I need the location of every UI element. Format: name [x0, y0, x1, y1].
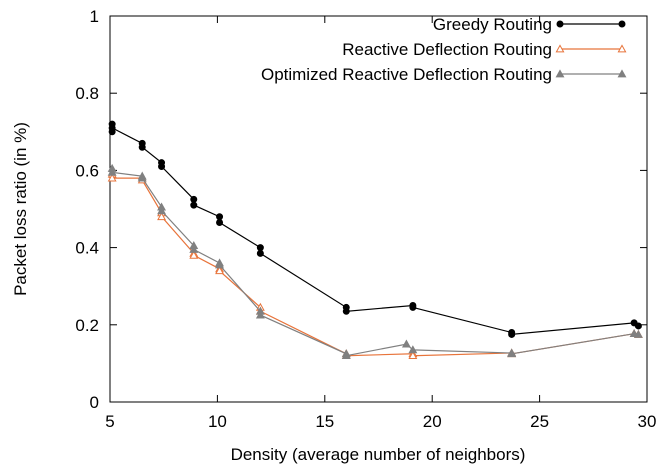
legend-swatch-marker	[556, 20, 564, 28]
x-tick-label: 20	[423, 412, 442, 431]
series-1	[107, 169, 643, 360]
data-point	[408, 351, 418, 360]
data-point	[189, 244, 199, 253]
data-point	[107, 173, 117, 182]
y-tick-label: 0.8	[75, 84, 99, 103]
series-layer	[107, 120, 643, 360]
data-point	[507, 349, 517, 358]
y-tick-label: 0	[90, 393, 99, 412]
axis-ticks: 5 10 15 20 25 30 0 0.2 0.4 0.6 0.8 1	[75, 7, 656, 431]
plot-frame	[109, 15, 648, 403]
legend-swatch-marker	[618, 20, 626, 28]
data-point	[255, 310, 265, 319]
legend-label: Greedy Routing	[433, 15, 552, 34]
data-point	[189, 250, 199, 259]
data-point	[137, 173, 147, 182]
data-point	[341, 351, 351, 360]
data-point	[157, 212, 167, 221]
x-tick-label: 30	[638, 412, 657, 431]
x-tick-label: 25	[530, 412, 549, 431]
x-tick-label: 5	[105, 412, 114, 431]
data-point	[342, 307, 350, 315]
data-point	[401, 339, 411, 348]
data-point	[634, 322, 642, 330]
data-point	[215, 266, 224, 275]
legend-swatch-marker	[617, 44, 627, 53]
legend: Greedy Routing Reactive Deflection Routin…	[261, 15, 627, 84]
data-point	[256, 244, 264, 252]
x-tick-label: 15	[315, 412, 334, 431]
data-point	[138, 143, 146, 151]
series-0	[108, 120, 642, 338]
data-point	[408, 345, 418, 354]
data-point	[108, 124, 116, 132]
data-point	[190, 201, 198, 209]
data-point	[216, 213, 224, 221]
x-tick-label: 10	[208, 412, 227, 431]
legend-swatch-marker	[555, 69, 565, 78]
y-tick-label: 0.4	[75, 239, 99, 258]
data-point	[157, 206, 167, 215]
data-point	[158, 163, 166, 171]
series-line	[111, 168, 639, 357]
data-point	[216, 219, 224, 227]
legend-swatch-marker	[617, 69, 627, 78]
data-point	[215, 260, 224, 269]
data-point	[256, 249, 264, 257]
series-line	[111, 174, 639, 357]
legend-label: Optimized Reactive Deflection Routing	[261, 65, 552, 84]
legend-swatch-marker	[555, 44, 565, 53]
legend-label: Reactive Deflection Routing	[342, 40, 552, 59]
x-axis-label: Density (average number of neighbors)	[231, 445, 526, 464]
y-tick-label: 1	[90, 7, 99, 26]
series-line	[111, 124, 639, 336]
data-point	[107, 167, 117, 176]
data-point	[633, 329, 643, 338]
y-tick-label: 0.2	[75, 316, 99, 335]
y-tick-label: 0.6	[75, 161, 99, 180]
y-axis-label: Packet loss ratio (in %)	[11, 122, 30, 296]
series-2	[107, 163, 643, 360]
data-point	[409, 303, 417, 311]
data-point	[190, 195, 198, 203]
data-point	[508, 330, 516, 338]
